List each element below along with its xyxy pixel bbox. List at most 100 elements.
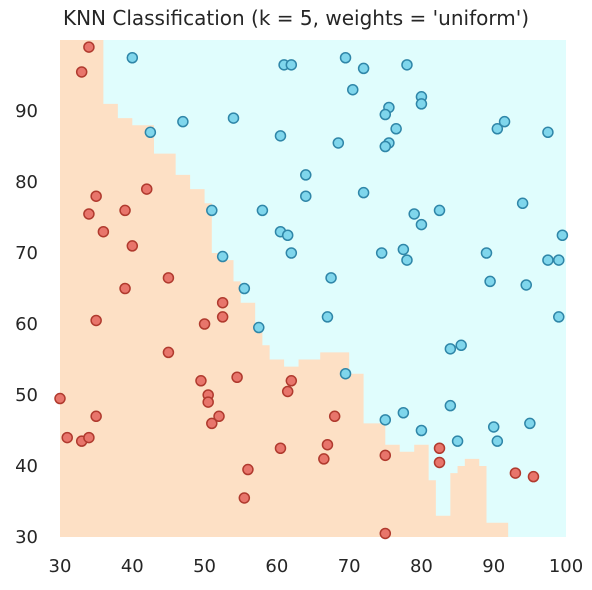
data-point-blue xyxy=(357,186,370,199)
data-point-blue xyxy=(455,339,467,352)
data-point-blue xyxy=(300,169,312,181)
data-point-blue xyxy=(285,59,298,71)
data-point-red xyxy=(83,208,95,220)
data-point-blue xyxy=(321,311,334,323)
data-point-red xyxy=(195,375,207,387)
data-point-blue xyxy=(339,367,352,380)
data-point-blue xyxy=(216,250,229,263)
data-point-blue xyxy=(433,204,446,217)
data-point-red xyxy=(140,183,153,195)
data-point-blue xyxy=(542,254,554,266)
x-tick-label: 100 xyxy=(549,556,583,577)
data-point-red xyxy=(162,272,175,284)
data-point-red xyxy=(216,311,229,323)
data-point-blue xyxy=(484,275,496,288)
data-point-blue xyxy=(357,62,370,75)
data-point-blue xyxy=(444,399,457,412)
data-point-red xyxy=(242,463,254,476)
data-point-red xyxy=(328,410,341,423)
data-point-red xyxy=(97,225,110,238)
data-point-red xyxy=(126,240,139,252)
data-point-blue xyxy=(347,83,359,96)
data-point-blue xyxy=(520,279,532,291)
data-point-red xyxy=(216,296,229,309)
data-point-red xyxy=(206,417,218,430)
data-point-red xyxy=(83,431,95,444)
y-tick-label: 30 xyxy=(15,527,38,548)
data-point-blue xyxy=(379,108,392,121)
data-points xyxy=(54,41,569,540)
y-tick-label: 90 xyxy=(15,101,38,122)
data-point-red xyxy=(274,442,287,454)
data-point-red xyxy=(162,346,175,359)
data-point-blue xyxy=(238,282,251,295)
y-tick-label: 60 xyxy=(15,314,38,335)
data-point-red xyxy=(433,442,446,454)
data-point-red xyxy=(379,449,392,462)
data-point-red xyxy=(318,453,330,465)
data-point-blue xyxy=(274,130,287,142)
data-point-blue xyxy=(524,417,536,430)
data-point-blue xyxy=(397,243,410,256)
data-point-blue xyxy=(300,190,312,202)
red-class-region xyxy=(60,40,509,537)
data-point-red xyxy=(231,371,243,383)
data-point-blue xyxy=(126,52,139,64)
y-tick-label: 50 xyxy=(15,385,38,406)
data-point-red xyxy=(238,492,251,504)
y-tick-label: 40 xyxy=(15,456,38,477)
data-point-blue xyxy=(379,414,392,426)
data-point-red xyxy=(90,314,102,327)
data-point-blue xyxy=(498,115,511,128)
data-point-blue xyxy=(480,247,493,259)
y-tick-label: 80 xyxy=(15,172,38,193)
data-point-blue xyxy=(379,140,392,153)
x-tick-label: 40 xyxy=(121,556,144,577)
data-point-red xyxy=(61,431,73,444)
chart-title: KNN Classification (k = 5, weights = 'un… xyxy=(62,6,530,30)
data-point-red xyxy=(202,396,214,408)
data-point-red xyxy=(119,204,131,217)
data-point-blue xyxy=(256,204,269,217)
data-point-blue xyxy=(339,52,352,64)
data-point-red xyxy=(527,470,540,483)
data-point-blue xyxy=(491,123,504,135)
data-point-blue xyxy=(415,218,428,231)
data-point-blue xyxy=(487,421,500,433)
data-point-blue xyxy=(516,197,529,210)
data-point-red xyxy=(213,410,225,423)
data-point-red xyxy=(54,392,66,405)
x-tick-label: 60 xyxy=(265,556,288,577)
data-point-blue xyxy=(415,424,428,437)
data-point-blue xyxy=(401,59,413,71)
data-point-blue xyxy=(415,98,428,110)
data-point-blue xyxy=(285,247,298,259)
x-tick-label: 70 xyxy=(338,556,361,577)
data-point-blue xyxy=(281,229,294,241)
data-point-red xyxy=(285,375,298,387)
data-point-blue xyxy=(401,254,413,266)
data-point-red xyxy=(379,527,392,540)
data-point-blue xyxy=(375,247,388,259)
data-point-blue xyxy=(253,321,265,334)
data-point-blue xyxy=(542,126,554,139)
x-tick-label: 80 xyxy=(410,556,433,577)
axis-ticks: 30 40 50 60 70 80 90 100 30 40 50 60 70 80 90 xyxy=(15,101,583,577)
data-point-blue xyxy=(553,311,565,323)
data-point-blue xyxy=(206,204,218,217)
data-point-red xyxy=(509,467,522,479)
data-point-blue xyxy=(397,407,410,419)
data-point-blue xyxy=(325,272,337,284)
data-point-red xyxy=(198,318,211,330)
data-point-red xyxy=(75,66,88,78)
data-point-blue xyxy=(451,435,464,447)
data-point-blue xyxy=(491,435,504,447)
data-point-blue xyxy=(553,254,565,266)
y-tick-label: 70 xyxy=(15,243,38,264)
x-tick-label: 30 xyxy=(49,556,72,577)
data-point-red xyxy=(119,282,131,295)
x-tick-label: 90 xyxy=(482,556,505,577)
data-point-blue xyxy=(332,137,345,149)
data-point-red xyxy=(321,438,334,451)
